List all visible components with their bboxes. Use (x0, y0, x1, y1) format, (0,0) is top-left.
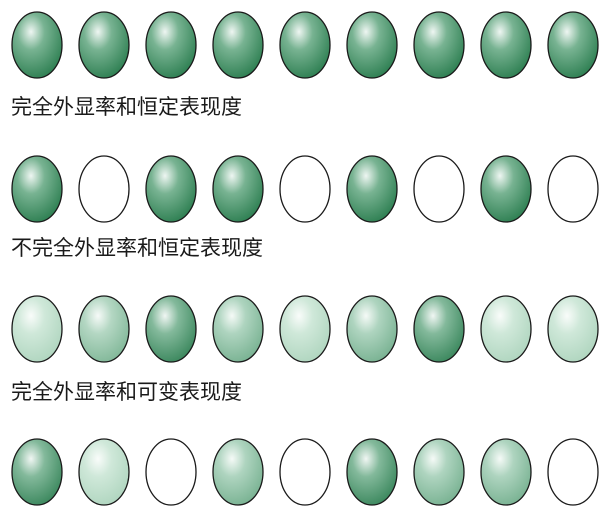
oval-shape (11, 11, 63, 79)
oval-shape (547, 11, 599, 79)
oval-r4-5 (279, 438, 331, 506)
oval-shape (78, 11, 130, 79)
oval-r3-1 (11, 295, 63, 363)
oval-r4-3 (145, 438, 197, 506)
oval-r1-6 (346, 11, 398, 79)
oval-r4-1 (11, 438, 63, 506)
oval-shape (346, 295, 398, 363)
oval-shape (11, 438, 63, 506)
oval-r2-1 (11, 155, 63, 223)
oval-shape (413, 155, 465, 223)
oval-shape (145, 11, 197, 79)
oval-r1-9 (547, 11, 599, 79)
oval-shape (212, 11, 264, 79)
oval-r2-4 (212, 155, 264, 223)
oval-shape (78, 155, 130, 223)
oval-row-2 (0, 154, 606, 226)
oval-r4-4 (212, 438, 264, 506)
oval-shape (145, 155, 197, 223)
oval-shape (78, 438, 130, 506)
oval-shape (145, 295, 197, 363)
oval-shape (547, 438, 599, 506)
oval-r2-8 (480, 155, 532, 223)
oval-shape (480, 155, 532, 223)
oval-shape (212, 438, 264, 506)
oval-shape (279, 11, 331, 79)
oval-r1-5 (279, 11, 331, 79)
oval-shape (145, 438, 197, 506)
oval-shape (11, 295, 63, 363)
oval-r1-8 (480, 11, 532, 79)
oval-r1-4 (212, 11, 264, 79)
caption-complete-penetrance-constant-expressivity: 完全外显率和恒定表现度 (11, 95, 242, 119)
oval-r2-6 (346, 155, 398, 223)
caption-incomplete-penetrance-constant-expressivity: 不完全外显率和恒定表现度 (11, 236, 263, 260)
oval-r3-3 (145, 295, 197, 363)
oval-r2-2 (78, 155, 130, 223)
oval-shape (279, 295, 331, 363)
oval-r2-7 (413, 155, 465, 223)
oval-r4-9 (547, 438, 599, 506)
oval-shape (480, 11, 532, 79)
oval-shape (547, 155, 599, 223)
oval-r3-9 (547, 295, 599, 363)
oval-r1-1 (11, 11, 63, 79)
oval-r4-6 (346, 438, 398, 506)
oval-shape (212, 295, 264, 363)
oval-row-4 (0, 437, 606, 509)
oval-r4-2 (78, 438, 130, 506)
oval-r4-7 (413, 438, 465, 506)
oval-shape (413, 295, 465, 363)
oval-shape (212, 155, 264, 223)
oval-shape (480, 438, 532, 506)
oval-shape (413, 438, 465, 506)
caption-complete-penetrance-variable-expressivity: 完全外显率和可变表现度 (11, 380, 242, 404)
oval-r3-7 (413, 295, 465, 363)
oval-row-3 (0, 294, 606, 366)
oval-shape (346, 11, 398, 79)
oval-r3-6 (346, 295, 398, 363)
oval-shape (346, 438, 398, 506)
oval-r4-8 (480, 438, 532, 506)
oval-r1-3 (145, 11, 197, 79)
oval-r1-7 (413, 11, 465, 79)
oval-r2-3 (145, 155, 197, 223)
oval-shape (413, 11, 465, 79)
oval-shape (346, 155, 398, 223)
oval-shape (11, 155, 63, 223)
oval-r2-9 (547, 155, 599, 223)
oval-shape (279, 155, 331, 223)
oval-r1-2 (78, 11, 130, 79)
oval-r3-2 (78, 295, 130, 363)
oval-shape (547, 295, 599, 363)
oval-shape (279, 438, 331, 506)
oval-r3-5 (279, 295, 331, 363)
oval-r2-5 (279, 155, 331, 223)
oval-shape (78, 295, 130, 363)
oval-row-1 (0, 10, 606, 82)
oval-shape (480, 295, 532, 363)
oval-r3-4 (212, 295, 264, 363)
oval-r3-8 (480, 295, 532, 363)
